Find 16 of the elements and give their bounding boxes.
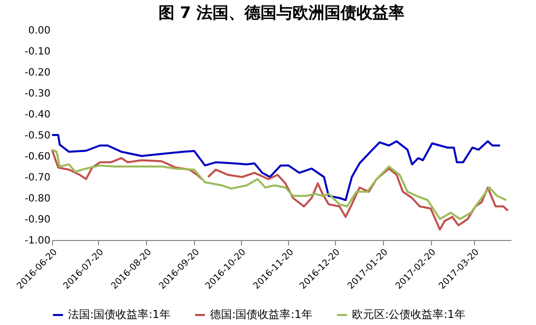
y-tick-label: -1.00 [24, 236, 50, 246]
chart-title: 图 7 法国、德国与欧洲国债收益率 [158, 3, 405, 22]
legend-label: 德国:国债收益率:1年 [210, 308, 312, 321]
y-tick-label: -0.30 [24, 88, 50, 100]
y-tick-label: -0.70 [24, 172, 50, 184]
y-tick-label: -0.60 [24, 152, 50, 162]
y-tick-label: -0.50 [24, 130, 50, 142]
y-tick-label: -0.40 [24, 110, 50, 120]
line-series [51, 134, 502, 202]
y-tick-label: -0.20 [24, 68, 50, 78]
y-tick-label: -0.90 [24, 214, 50, 226]
legend-label: 法国:国债收益率:1年 [68, 308, 170, 321]
y-tick-label: -0.80 [24, 194, 50, 204]
y-tick-label: 0.00 [28, 26, 50, 36]
legend-label: 欧元区:公债收益率:1年 [352, 308, 466, 321]
y-tick-label: -0.10 [24, 46, 50, 58]
